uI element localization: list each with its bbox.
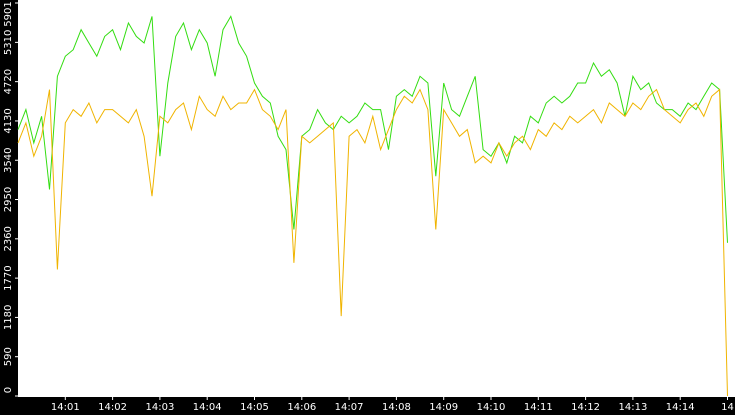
x-tick-label: 14:04 <box>193 402 222 413</box>
x-tick-label: 14 <box>721 402 734 413</box>
series-line <box>17 15 728 243</box>
x-tick-label: 14:08 <box>382 402 411 413</box>
x-tick-label: 14:12 <box>571 402 600 413</box>
y-tick-label: 590 <box>3 347 14 366</box>
y-tick-label: 5310 <box>3 30 14 55</box>
y-tick-label: 1180 <box>3 305 14 330</box>
y-tick-label: 3540 <box>3 148 14 173</box>
x-tick-label: 14:05 <box>240 402 269 413</box>
y-tick-label: 2950 <box>3 187 14 212</box>
x-tick-label: 14:13 <box>618 402 647 413</box>
x-tick-label: 14:11 <box>524 402 553 413</box>
x-tick-label: 14:07 <box>335 402 364 413</box>
x-tick-label: 14:06 <box>287 402 316 413</box>
x-axis-strip <box>0 397 735 415</box>
y-tick-label: 4720 <box>3 69 14 94</box>
y-tick-label: 0 <box>3 387 14 393</box>
y-tick-label: 5901 <box>3 1 14 26</box>
y-tick-label: 4130 <box>3 108 14 133</box>
y-tick-label: 1770 <box>3 265 14 290</box>
x-tick-label: 14:03 <box>145 402 174 413</box>
x-tick-label: 14:14 <box>666 402 695 413</box>
x-tick-label: 14:02 <box>98 402 127 413</box>
y-axis-strip <box>0 0 18 415</box>
y-tick-label: 2360 <box>3 226 14 251</box>
series-line <box>17 88 728 397</box>
x-tick-label: 14:10 <box>477 402 506 413</box>
x-tick-label: 14:09 <box>429 402 458 413</box>
x-tick-label: 14:01 <box>51 402 80 413</box>
